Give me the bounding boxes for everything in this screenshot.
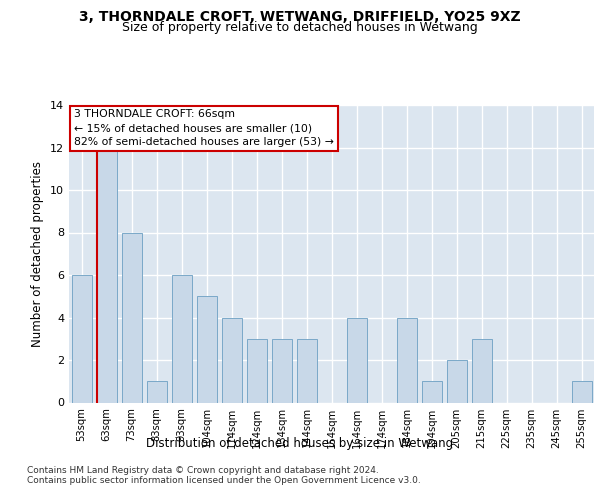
Bar	[197, 296, 217, 403]
Bar	[446, 360, 467, 403]
Text: Contains public sector information licensed under the Open Government Licence v3: Contains public sector information licen…	[27, 476, 421, 485]
Bar	[71, 275, 91, 402]
Bar	[397, 318, 416, 402]
Bar	[121, 232, 142, 402]
Bar	[97, 148, 116, 402]
Bar	[347, 318, 367, 402]
Bar	[571, 381, 592, 402]
Bar	[172, 275, 191, 402]
Bar	[146, 381, 167, 402]
Text: 3, THORNDALE CROFT, WETWANG, DRIFFIELD, YO25 9XZ: 3, THORNDALE CROFT, WETWANG, DRIFFIELD, …	[79, 10, 521, 24]
Y-axis label: Number of detached properties: Number of detached properties	[31, 161, 44, 347]
Text: Distribution of detached houses by size in Wetwang: Distribution of detached houses by size …	[146, 438, 454, 450]
Text: Contains HM Land Registry data © Crown copyright and database right 2024.: Contains HM Land Registry data © Crown c…	[27, 466, 379, 475]
Bar	[221, 318, 241, 402]
Text: 3 THORNDALE CROFT: 66sqm
← 15% of detached houses are smaller (10)
82% of semi-d: 3 THORNDALE CROFT: 66sqm ← 15% of detach…	[74, 110, 334, 148]
Bar	[421, 381, 442, 402]
Bar	[271, 339, 292, 402]
Bar	[296, 339, 317, 402]
Bar	[472, 339, 491, 402]
Bar	[247, 339, 266, 402]
Text: Size of property relative to detached houses in Wetwang: Size of property relative to detached ho…	[122, 22, 478, 35]
